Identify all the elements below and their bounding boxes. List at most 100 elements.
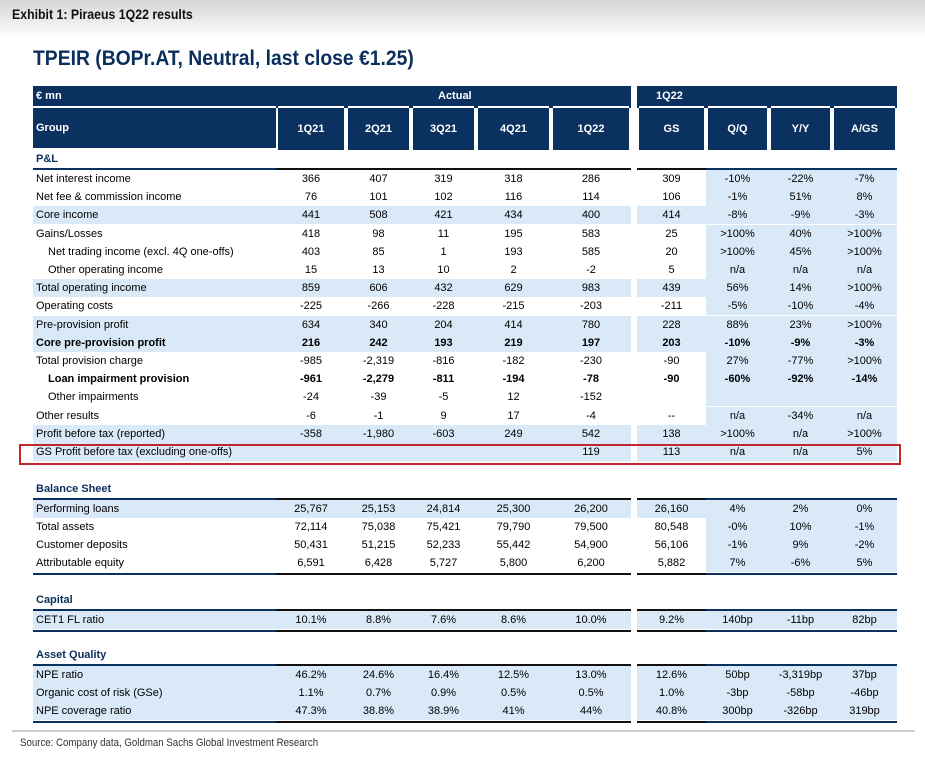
value-2q21: 407 — [369, 173, 388, 185]
value-y-y: 10% — [769, 518, 832, 536]
value-q-q: >100% — [706, 242, 769, 261]
section-rule — [706, 609, 897, 611]
header-actual-band: € mn Actual — [33, 86, 631, 108]
value-y-y: n/a — [769, 424, 832, 443]
column-header-label: 1Q22 — [577, 123, 605, 135]
value-3q21: -603 — [411, 424, 476, 443]
section-rule — [706, 168, 897, 170]
value-4q21: 55,442 — [496, 539, 531, 551]
value-2q21: 606 — [346, 279, 411, 298]
value-a-gs: -14% — [832, 370, 897, 389]
section-rule — [637, 498, 706, 500]
value-3q21: 75,421 — [426, 521, 461, 533]
unit-label: € mn — [36, 90, 62, 102]
section-bottom-rule — [33, 630, 276, 632]
value-3q21: 0.9% — [411, 684, 476, 702]
section-rule — [637, 168, 706, 170]
value-a-gs: -1% — [832, 518, 897, 536]
row-label: NPE coverage ratio — [33, 702, 276, 720]
row-label: NPE ratio — [33, 666, 276, 684]
row-label: Net trading income (excl. 4Q one-offs) — [48, 245, 234, 258]
value-2q21: 25,153 — [346, 500, 411, 518]
value-a-gs: n/a — [832, 406, 897, 425]
value-3q21: 102 — [434, 191, 453, 204]
forecast-label: 1Q22 — [656, 90, 683, 102]
row-label: Net interest income — [36, 173, 131, 185]
value-y-y: n/a — [769, 443, 832, 461]
value-4q21: 219 — [476, 333, 551, 352]
value-4q21: 318 — [504, 173, 523, 185]
value-a-gs: 5% — [832, 554, 897, 572]
value-1q22: 54,900 — [574, 539, 608, 551]
value-3q21: 9 — [440, 409, 447, 422]
value-y-y: -22% — [769, 170, 832, 188]
value-2q21: 85 — [372, 245, 385, 258]
column-header-label: GS — [663, 123, 680, 135]
value-gs: 25 — [665, 227, 678, 240]
table-row: Core income 441 508 421 434 400 414 -8% -9% -3% — [0, 206, 925, 225]
value-4q21: 249 — [476, 424, 551, 443]
value-1q21: 50,431 — [294, 539, 328, 551]
table-row: Other operating income 15 13 10 2 -2 5 n/a n/a n/… — [0, 261, 925, 279]
value-gs: 20 — [665, 245, 678, 258]
section-bottom-rule — [706, 630, 897, 632]
table-row: Loan impairment provision -961 -2,279 -811 -… — [0, 370, 925, 389]
section-bottom-rule — [33, 573, 276, 575]
value-3q21: -5 — [438, 391, 449, 404]
value-2q21: 75,038 — [361, 521, 396, 533]
row-label: Other impairments — [48, 391, 139, 404]
value-gs: 228 — [637, 315, 706, 334]
value-gs: 414 — [637, 206, 706, 225]
value-1q21: 403 — [301, 245, 321, 258]
value-gs: 439 — [637, 279, 706, 298]
value-q-q: 88% — [706, 315, 769, 334]
section-header: P&L — [36, 153, 58, 165]
value-q-q: -60% — [706, 370, 769, 389]
value-q-q: -8% — [706, 206, 769, 225]
value-4q21: 79,790 — [496, 521, 531, 533]
value-1q21: 15 — [304, 264, 318, 276]
value-2q21 — [346, 443, 411, 461]
value-3q21: -228 — [432, 300, 455, 313]
value-gs: -211 — [660, 300, 683, 313]
row-label: Loan impairment provision — [48, 373, 190, 386]
value-a-gs: -3% — [832, 333, 897, 352]
value-1q22: 114 — [582, 191, 600, 204]
table-row: Other impairments -24 -39 -5 12 -152 — [0, 388, 925, 407]
section-rule — [637, 664, 706, 666]
value-1q21: 634 — [276, 315, 346, 334]
value-1q21: 441 — [276, 206, 346, 225]
row-label: Total operating income — [33, 279, 276, 298]
value-1q22: -230 — [579, 355, 603, 367]
column-header-label: 3Q21 — [430, 123, 457, 135]
group-label: Group — [36, 122, 69, 134]
value-1q22: 542 — [551, 424, 631, 443]
row-label: Organic cost of risk (GSe) — [33, 684, 276, 702]
value-4q21: 414 — [476, 315, 551, 334]
row-label: Other operating income — [48, 264, 163, 276]
value-a-gs: 37bp — [832, 666, 897, 684]
table-row: Attributable equity 6,591 6,428 5,727 5,800 6… — [0, 554, 925, 572]
column-header-q-q: Q/Q — [708, 106, 767, 150]
value-2q21: -2,319 — [362, 355, 395, 367]
value-1q22: 10.0% — [551, 611, 631, 629]
table-row: Gains/Losses 418 98 11 195 583 25 >100% 40% >100% — [0, 224, 925, 243]
value-y-y: -6% — [769, 554, 832, 572]
value-3q21 — [411, 443, 476, 461]
section-rule — [276, 664, 631, 666]
row-label: Core pre-provision profit — [33, 333, 276, 352]
value-gs: -90 — [663, 355, 680, 367]
value-1q21: 216 — [276, 333, 346, 352]
value-1q21: 10.1% — [276, 611, 346, 629]
column-header-label: Q/Q — [727, 123, 748, 135]
value-1q22: 400 — [551, 206, 631, 225]
group-header: Group — [33, 106, 276, 148]
value-1q22: 44% — [551, 702, 631, 720]
value-a-gs: >100% — [832, 279, 897, 298]
value-y-y: 45% — [769, 242, 832, 261]
value-3q21: 52,233 — [426, 539, 461, 551]
section-bottom-rule — [706, 721, 897, 723]
table-row: Profit before tax (reported) -358 -1,980 -6… — [0, 424, 925, 443]
section-rule — [276, 498, 631, 500]
value-y-y: -9% — [769, 333, 832, 352]
